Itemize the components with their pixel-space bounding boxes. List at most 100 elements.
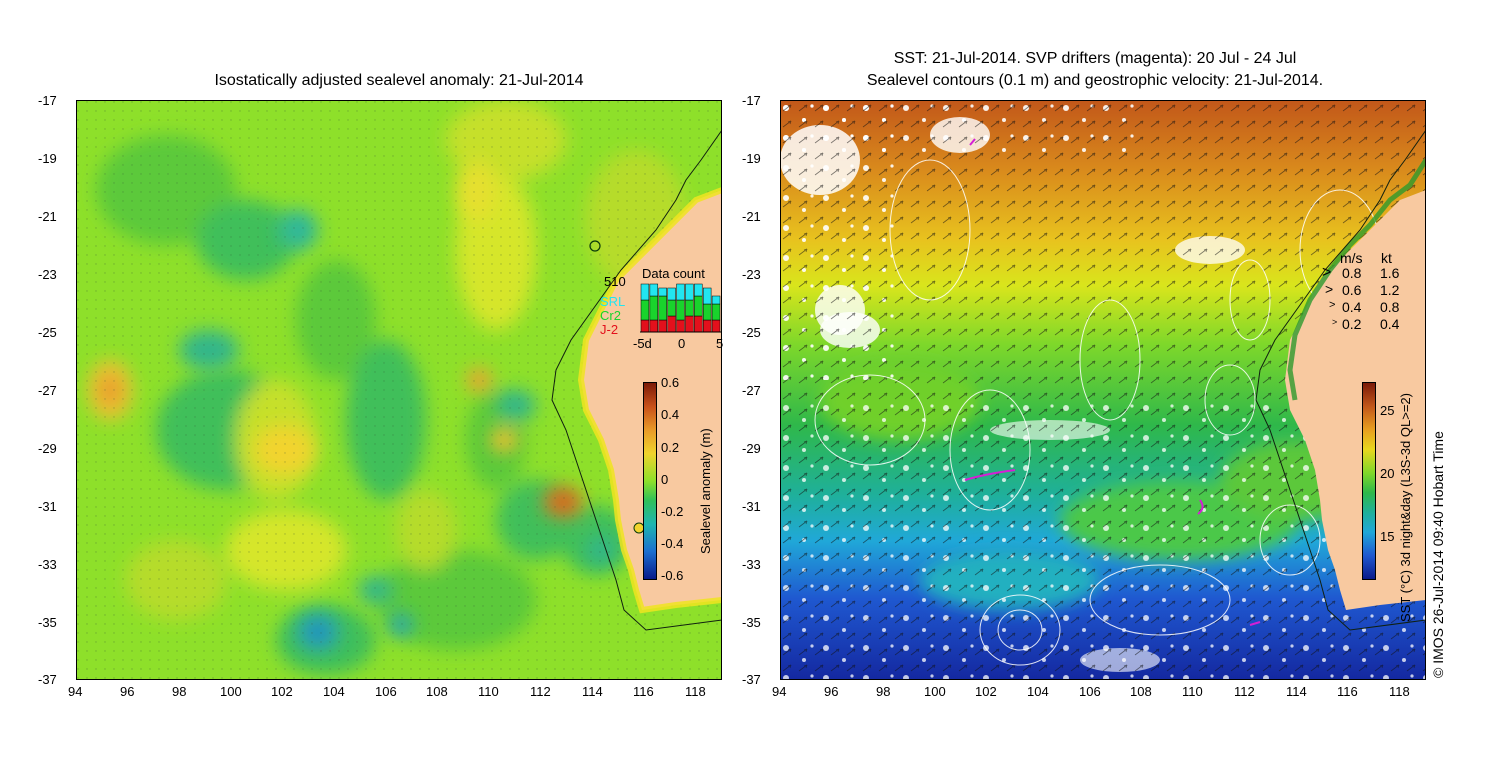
data-count-bar-srl bbox=[702, 287, 712, 305]
sst-colorbar-title: SST (°C) 3d night&day (L3S-3d QL>=2) bbox=[1398, 393, 1413, 622]
sealevel-anomaly-field bbox=[76, 100, 722, 680]
legend-cr2: Cr2 bbox=[600, 308, 621, 323]
left-x-tick: 94 bbox=[68, 684, 83, 699]
australia-land bbox=[581, 100, 722, 610]
right-y-tick: -31 bbox=[742, 499, 761, 514]
imos-credit: © IMOS 26-Jul-2014 09:40 Hobart Time bbox=[1430, 431, 1446, 678]
left-y-tick: -17 bbox=[38, 93, 57, 108]
data-count-bar-cr2 bbox=[694, 295, 703, 317]
left-x-tick: 118 bbox=[685, 684, 706, 699]
velocity-legend-ms-header: m/s bbox=[1340, 250, 1363, 266]
right-y-tick: -17 bbox=[742, 93, 761, 108]
sealevel-colorbar-tick: -0.2 bbox=[661, 504, 684, 519]
left-x-tick: 96 bbox=[120, 684, 135, 699]
data-count-bar-cr2 bbox=[640, 299, 650, 321]
right-x-tick: 116 bbox=[1337, 684, 1358, 699]
data-count-title: Data count bbox=[642, 266, 705, 281]
right-y-tick: -29 bbox=[742, 441, 761, 456]
velocity-legend-kt: 0.4 bbox=[1380, 316, 1400, 332]
velocity-legend-kt: 1.2 bbox=[1380, 282, 1400, 298]
data-count-bar-j2 bbox=[640, 319, 650, 333]
left-x-tick: 100 bbox=[220, 684, 242, 699]
right-x-tick: 102 bbox=[975, 684, 997, 699]
sealevel-colorbar-tick: -0.4 bbox=[661, 536, 684, 551]
left-x-tick: 106 bbox=[375, 684, 397, 699]
velocity-legend-kt-header: kt bbox=[1381, 250, 1392, 266]
svp-drifter-tracks bbox=[964, 138, 1261, 626]
left-map-frame bbox=[76, 100, 722, 680]
sealevel-colorbar-tick: 0.4 bbox=[661, 407, 680, 422]
right-y-tick: -27 bbox=[742, 383, 761, 398]
right-y-tick: -21 bbox=[742, 209, 761, 224]
right-y-tick: -35 bbox=[742, 615, 761, 630]
left-y-tick: -33 bbox=[38, 557, 57, 572]
data-count-bar-srl bbox=[667, 287, 676, 301]
sst-colorbar-tick: 25 bbox=[1380, 403, 1395, 418]
sealevel-colorbar-tick: 0 bbox=[661, 472, 669, 487]
left-x-tick: 108 bbox=[426, 684, 448, 699]
sst-map bbox=[780, 100, 1426, 680]
right-y-tick: -25 bbox=[742, 325, 761, 340]
velocity-legend-ms: 0.6 bbox=[1342, 282, 1362, 298]
left-y-tick: -25 bbox=[38, 325, 57, 340]
sst-field bbox=[780, 100, 1426, 680]
left-x-tick: 110 bbox=[478, 684, 499, 699]
data-count-bar-j2 bbox=[711, 319, 721, 333]
sealevel-colorbar-tick: 0.2 bbox=[661, 440, 680, 455]
left-y-tick: -37 bbox=[38, 672, 57, 687]
data-count-bar-cr2 bbox=[649, 295, 659, 321]
right-x-tick: 106 bbox=[1079, 684, 1101, 699]
data-count-bar-cr2 bbox=[667, 299, 676, 317]
data-count-bar-srl bbox=[711, 295, 721, 305]
australia-land-right bbox=[1285, 100, 1426, 610]
data-count-bar-j2 bbox=[702, 319, 712, 333]
legend-srl: SRL bbox=[600, 294, 626, 309]
left-y-tick: -29 bbox=[38, 441, 57, 456]
sst-colorbar-tick: 15 bbox=[1380, 529, 1395, 544]
data-count-chart bbox=[640, 283, 722, 333]
left-panel-title: Isostatically adjusted sealevel anomaly:… bbox=[214, 72, 584, 89]
left-y-tick: -23 bbox=[38, 267, 57, 282]
right-y-tick: -37 bbox=[742, 672, 761, 687]
right-x-tick: 114 bbox=[1286, 684, 1307, 699]
right-x-tick: 94 bbox=[772, 684, 787, 699]
sealevel-colorbar-tick: -0.6 bbox=[661, 568, 684, 583]
data-count-bar-cr2 bbox=[711, 303, 721, 321]
arrow-icon: > bbox=[1322, 264, 1332, 281]
right-x-tick: 98 bbox=[876, 684, 891, 699]
sealevel-colorbar-ramp bbox=[643, 382, 657, 580]
right-x-tick: 104 bbox=[1027, 684, 1049, 699]
data-count-bar-cr2 bbox=[658, 295, 667, 321]
arrow-icon: > bbox=[1329, 299, 1336, 311]
right-x-tick: 112 bbox=[1234, 684, 1255, 699]
data-count-bar-j2 bbox=[649, 319, 659, 333]
data-count-total: 510 bbox=[604, 274, 626, 289]
sst-colorbar-ramp bbox=[1362, 382, 1376, 580]
left-y-tick: -21 bbox=[38, 209, 57, 224]
left-y-tick: -27 bbox=[38, 383, 57, 398]
data-count-bar-srl bbox=[685, 283, 694, 301]
left-x-tick: 104 bbox=[323, 684, 345, 699]
left-x-tick: 98 bbox=[172, 684, 187, 699]
arrow-icon: > bbox=[1332, 317, 1338, 327]
data-count-bar-cr2 bbox=[702, 303, 712, 321]
data-count-bar-srl bbox=[640, 283, 650, 301]
data-count-bar-j2 bbox=[658, 319, 667, 333]
left-x-tick: 114 bbox=[582, 684, 603, 699]
sealevel-colorbar-title: Sealevel anomaly (m) bbox=[698, 428, 713, 554]
data-count-tick: 0 bbox=[678, 336, 686, 351]
right-panel-title-line2: Sealevel contours (0.1 m) and geostrophi… bbox=[866, 72, 1324, 89]
data-count-bar-j2 bbox=[676, 319, 685, 333]
sst-colorbar-tick: 20 bbox=[1380, 466, 1395, 481]
right-y-tick: -33 bbox=[742, 557, 761, 572]
left-x-tick: 102 bbox=[271, 684, 293, 699]
left-y-tick: -35 bbox=[38, 615, 57, 630]
left-y-tick: -19 bbox=[38, 151, 57, 166]
sealevel-colorbar-tick: 0.6 bbox=[661, 375, 680, 390]
arrow-icon: > bbox=[1325, 281, 1334, 297]
right-map-frame bbox=[780, 100, 1426, 680]
data-count-bar-j2 bbox=[667, 315, 676, 333]
right-panel-title-line1: SST: 21-Jul-2014. SVP drifters (magenta)… bbox=[893, 50, 1297, 67]
velocity-legend-ms: 0.8 bbox=[1342, 265, 1362, 281]
sealevel-contours bbox=[814, 159, 1381, 666]
